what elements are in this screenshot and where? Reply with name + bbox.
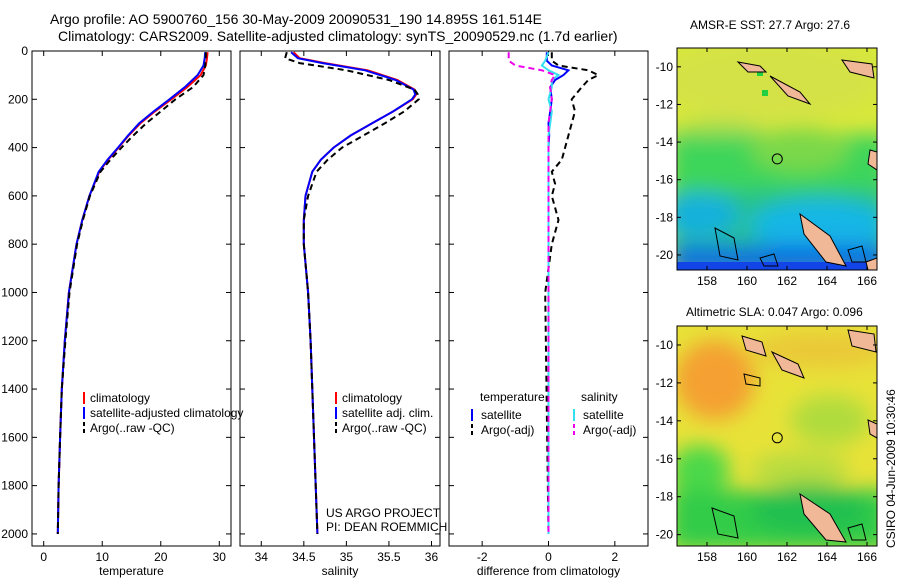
series-argo-raw-qc- <box>56 52 207 534</box>
y-tick-label: 1400 <box>1 382 28 396</box>
legend-label: satellite <box>583 408 624 422</box>
x-tick-label: 35.5 <box>377 550 401 564</box>
sst-map: 158 160 162 164 166 -10 -12 -14 -16 -18 -20 <box>656 47 878 288</box>
y-tick-label: 1600 <box>1 430 28 444</box>
annotation-project: US ARGO PROJECT <box>326 506 441 520</box>
legend-label: satellite adj. clim. <box>342 406 433 420</box>
sla-map-title: Altimetric SLA: 0.047 Argo: 0.096 <box>686 305 863 319</box>
figure-title-line2: Climatology: CARS2009. Satellite-adjuste… <box>58 28 618 44</box>
map-y-tick-label: -18 <box>656 490 674 504</box>
map-x-tick-label: 160 <box>737 274 757 288</box>
legend-label: Argo(..raw -QC) <box>90 421 175 435</box>
sla-float-marker <box>771 432 783 444</box>
temperature-panel: 0 10 20 30 0 200 400 600 800 1000 1200 1400 1600 1800… <box>1 44 243 578</box>
x-axis-label: temperature <box>99 564 164 578</box>
salinity-panel: 34 34.5 35 35.5 36 salinity climatologysatelli… <box>239 50 447 578</box>
map-x-tick-label: 162 <box>777 550 797 564</box>
series-temperature-argo-adj- <box>544 52 601 534</box>
map-x-tick-label: 166 <box>857 550 877 564</box>
map-y-tick-label: -10 <box>656 338 674 352</box>
map-x-tick-label: 158 <box>697 274 717 288</box>
map-x-tick-label: 158 <box>697 550 717 564</box>
y-tick-label: 400 <box>8 141 28 155</box>
map-x-tick-label: 164 <box>817 550 837 564</box>
x-tick-label: 10 <box>96 550 110 564</box>
series-satellite-adjusted-climatology <box>56 52 207 534</box>
map-y-tick-label: -16 <box>656 452 674 466</box>
legend-label: Argo(-adj) <box>481 423 534 437</box>
series-climatology <box>292 51 418 534</box>
x-tick-label: 20 <box>154 550 168 564</box>
x-tick-label: 0 <box>545 550 552 564</box>
x-axis-label: salinity <box>322 564 359 578</box>
panel-frame <box>239 50 441 547</box>
series-satellite-adj-clim- <box>290 51 417 534</box>
annotation-pi: PI: DEAN ROEMMICH <box>326 520 447 534</box>
y-tick-label: 600 <box>8 189 28 203</box>
figure-title-line1: Argo profile: AO 5900760_156 30-May-2009… <box>50 11 542 27</box>
map-y-tick-label: -14 <box>656 414 674 428</box>
sst-float-marker <box>771 153 783 165</box>
map-y-tick-label: -20 <box>656 248 674 262</box>
legend-label: climatology <box>90 391 150 405</box>
series-climatology <box>56 52 209 534</box>
map-x-tick-label: 166 <box>857 274 877 288</box>
map-y-tick-label: -12 <box>656 376 674 390</box>
sst-map-title: AMSR-E SST: 27.7 Argo: 27.6 <box>690 18 851 32</box>
panel-frame <box>31 50 232 547</box>
x-tick-label: -2 <box>477 550 488 564</box>
legend-header-temperature: temperature <box>480 390 545 404</box>
map-y-tick-label: -18 <box>656 210 674 224</box>
legend-label: climatology <box>342 391 402 405</box>
sla-map: 158 160 162 164 166 -10 -12 -14 -16 -18 -20 <box>656 325 878 564</box>
x-tick-label: 30 <box>213 550 227 564</box>
y-tick-label: 1800 <box>1 479 28 493</box>
map-y-tick-label: -20 <box>656 528 674 542</box>
map-x-tick-label: 160 <box>737 550 757 564</box>
x-tick-label: 36 <box>425 550 439 564</box>
y-tick-label: 1000 <box>1 285 28 299</box>
y-tick-label: 2000 <box>1 527 28 541</box>
series-salinity-satellite <box>540 51 561 534</box>
series-argo-raw-qc- <box>283 51 420 534</box>
map-x-tick-label: 164 <box>817 274 837 288</box>
map-y-tick-label: -14 <box>656 135 674 149</box>
legend-header-salinity: salinity <box>581 390 618 404</box>
map-y-tick-label: -12 <box>656 97 674 111</box>
x-tick-label: 35 <box>340 550 354 564</box>
x-tick-label: 34.5 <box>292 550 316 564</box>
x-tick-label: 0 <box>40 550 47 564</box>
legend-label: satellite <box>481 408 522 422</box>
legend-label: Argo(-adj) <box>583 423 636 437</box>
x-tick-label: 2 <box>611 550 618 564</box>
map-y-tick-label: -16 <box>656 173 674 187</box>
legend-label: Argo(..raw -QC) <box>342 421 427 435</box>
y-tick-label: 200 <box>8 92 28 106</box>
y-tick-label: 0 <box>21 44 28 58</box>
x-tick-label: 34 <box>255 550 269 564</box>
y-tick-label: 1200 <box>1 334 28 348</box>
y-tick-label: 800 <box>8 237 28 251</box>
map-x-tick-label: 162 <box>777 274 797 288</box>
legend-label: satellite-adjusted climatology <box>90 406 243 420</box>
series-salinity-argo-adj- <box>507 52 557 534</box>
map-y-tick-label: -10 <box>656 60 674 74</box>
x-axis-label: difference from climatology <box>477 564 620 578</box>
